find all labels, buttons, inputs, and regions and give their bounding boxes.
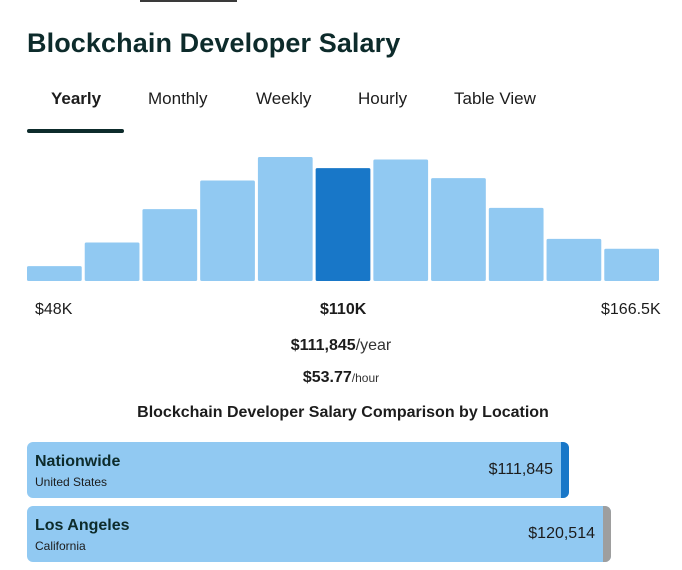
location-name: Los Angeles — [35, 517, 130, 534]
location-bar-edge — [561, 442, 569, 498]
x-label-min: $48K — [35, 301, 73, 318]
hourly-salary: $53.77/hour — [0, 369, 682, 387]
tab-weekly[interactable]: Weekly — [256, 89, 312, 108]
comparison-title: Blockchain Developer Salary Comparison b… — [137, 404, 549, 421]
hourly-salary-unit: /hour — [351, 371, 380, 385]
location-salary: $120,514 — [528, 525, 595, 542]
histogram-bar-7[interactable] — [373, 159, 429, 281]
histogram-bar-8[interactable] — [431, 178, 486, 281]
histogram-bar-2[interactable] — [84, 242, 140, 281]
tab-table-view[interactable]: Table View — [454, 89, 536, 108]
page-title: Blockchain Developer Salary — [27, 28, 401, 58]
location-salary: $111,845 — [488, 461, 553, 478]
histogram-bar-11[interactable] — [604, 248, 659, 281]
top-divider — [140, 0, 237, 2]
histogram-bar-9[interactable] — [488, 207, 544, 281]
active-tab-indicator — [27, 129, 124, 133]
location-bar-edge — [603, 506, 611, 562]
histogram-bar-6[interactable] — [315, 168, 371, 281]
tab-hourly[interactable]: Hourly — [358, 89, 408, 108]
histogram-bar-1[interactable] — [27, 266, 82, 281]
yearly-salary-value: $111,845 — [290, 337, 356, 354]
yearly-salary: $111,845/year — [0, 337, 682, 355]
yearly-salary-unit: /year — [355, 337, 392, 354]
salary-histogram — [27, 157, 659, 281]
x-label-max: $166.5K — [601, 301, 661, 318]
location-region: California — [35, 539, 86, 553]
location-bar-nationwide: Nationwide United States $111,845 — [27, 442, 569, 498]
tab-monthly[interactable]: Monthly — [148, 89, 208, 108]
histogram-bar-4[interactable] — [200, 180, 255, 281]
histogram-bar-3[interactable] — [142, 209, 198, 281]
location-region: United States — [35, 475, 108, 489]
hourly-salary-value: $53.77 — [302, 369, 352, 386]
histogram-bar-5[interactable] — [257, 157, 313, 281]
x-label-mid: $110K — [320, 301, 367, 318]
tab-yearly[interactable]: Yearly — [51, 89, 102, 108]
location-bar-los-angeles: Los Angeles California $120,514 — [27, 506, 611, 562]
histogram-bar-10[interactable] — [546, 238, 602, 281]
location-name: Nationwide — [35, 453, 121, 470]
